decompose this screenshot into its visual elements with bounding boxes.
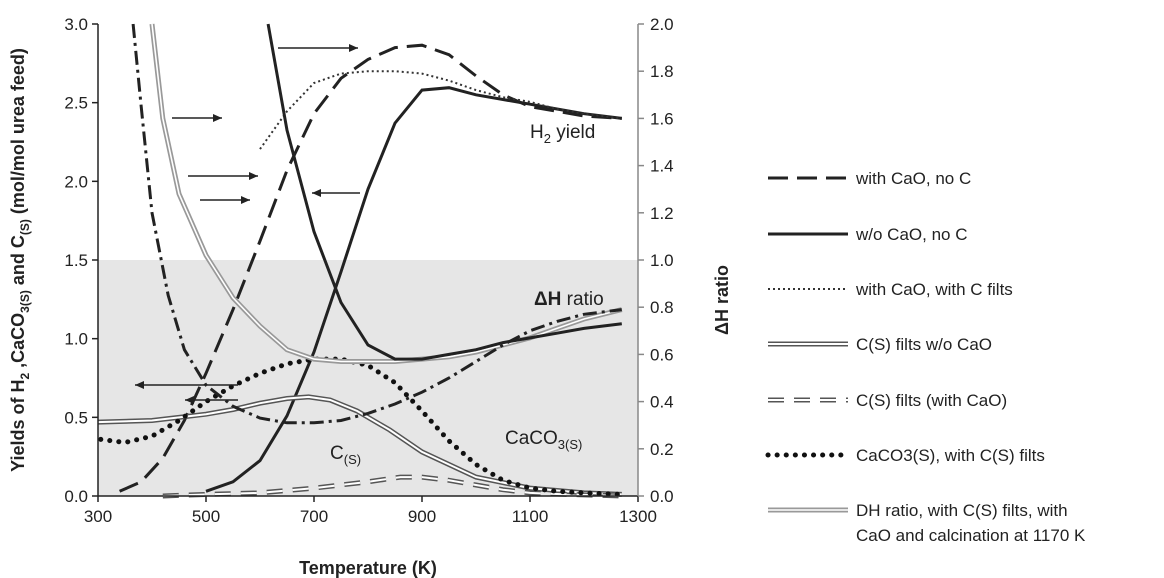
series-line-solid-heavy-unlabeled (266, 23, 622, 361)
y-left-tick-label: 3.0 (64, 15, 88, 34)
x-tick-label: 900 (408, 507, 436, 526)
legend-item-caco3-s-with-c-s-filts: CaCO3(S), with C(S) filts (765, 446, 1045, 465)
y-right-tick-label: 0.8 (650, 298, 674, 317)
legend-item-c-s-filts-w-o-cao: C(S) filts w/o CaO (768, 335, 992, 354)
series-line-c-s-filts-with-cao-inner (162, 476, 622, 497)
series-line-dash-dot-unlabeled (131, 23, 622, 425)
x-tick-label: 700 (300, 507, 328, 526)
legend-label: with CaO, no C (855, 169, 971, 188)
y-right-tick-label: 1.0 (650, 251, 674, 270)
legend-label: with CaO, with C filts (855, 280, 1013, 299)
x-tick-label: 300 (84, 507, 112, 526)
y-right-tick-label: 0.2 (650, 440, 674, 459)
y-right-axis-label: ΔH ratio (712, 265, 732, 335)
annotation-dh-ratio: ΔH ratio (534, 289, 604, 310)
series-layer (97, 23, 625, 499)
x-axis-label: Temperature (K) (299, 558, 437, 578)
y-left-tick-label: 0.0 (64, 487, 88, 506)
legend-label: w/o CaO, no C (855, 225, 968, 244)
x-tick-label: 1100 (512, 507, 549, 526)
arrows-layer (135, 44, 360, 404)
series-line-with-cao-with-c-filts (259, 70, 622, 150)
legend-label: C(S) filts (with CaO) (856, 391, 1007, 410)
y-right-tick-label: 2.0 (650, 15, 674, 34)
series-line-c-s-filts-w-o-cao-inner (97, 395, 622, 496)
legend-item-c-s-filts-with-cao: C(S) filts (with CaO) (768, 391, 1007, 410)
x-tick-label: 1300 (619, 507, 657, 526)
legend-item-with-cao-with-c-filts: with CaO, with C filts (768, 280, 1013, 299)
svg-text:Yields of H2 ,CaCO3(S) and C(S: Yields of H2 ,CaCO3(S) and C(S) (mol/mol… (8, 48, 32, 472)
legend-item-w-o-cao-no-c: w/o CaO, no C (768, 225, 968, 244)
y-right-tick-label: 0.6 (650, 345, 674, 364)
legend: with CaO, no C w/o CaO, no C with CaO, wit… (765, 169, 1086, 545)
y-right-tick-label: 1.4 (650, 157, 674, 176)
series-c-s-filts-with-cao (162, 474, 622, 499)
x-tick-label: 500 (192, 507, 220, 526)
y-left-tick-label: 2.5 (64, 94, 88, 113)
series-with-cao-with-c-filts (259, 70, 622, 150)
annotation-h2-yield: H2 yield (530, 122, 595, 146)
y-right-tick-label: 1.6 (650, 109, 674, 128)
shaded-band (98, 260, 638, 496)
series-solid-heavy-unlabeled (266, 23, 622, 361)
y-right-tick-label: 1.8 (650, 62, 674, 81)
series-line-w-o-cao-no-c (205, 86, 622, 493)
series-c-s-filts-w-o-cao (97, 394, 622, 497)
y-left-axis-label: Yields of H2 ,CaCO3(S) and C(S) (mol/mol… (8, 48, 32, 472)
y-right-tick-label: 0.0 (650, 487, 674, 506)
y-left-tick-label: 0.5 (64, 408, 88, 427)
legend-label-line2: CaO and calcination at 1170 K (856, 526, 1086, 545)
svg-text:ΔH ratio: ΔH ratio (712, 265, 732, 335)
y-right-tick-label: 1.2 (650, 204, 674, 223)
legend-item-with-cao-no-c: with CaO, no C (768, 169, 971, 188)
series-w-o-cao-no-c (205, 86, 622, 493)
series-dash-dot-unlabeled (131, 23, 622, 425)
y-right-tick-label: 0.4 (650, 393, 674, 412)
y-left-tick-label: 1.5 (64, 251, 88, 270)
legend-label: C(S) filts w/o CaO (856, 335, 992, 354)
legend-label: CaCO3(S), with C(S) filts (856, 446, 1045, 465)
y-left-tick-label: 2.0 (64, 172, 88, 191)
legend-label: DH ratio, with C(S) filts, with (856, 501, 1068, 520)
ticks-layer: 300 500 700 900 1100 13000.00.51.01.52.02.53.… (64, 15, 673, 526)
y-left-tick-label: 1.0 (64, 330, 88, 349)
legend-item-dh-ratio-with-c-s-filts-with: DH ratio, with C(S) filts, with CaO and c… (768, 501, 1086, 545)
